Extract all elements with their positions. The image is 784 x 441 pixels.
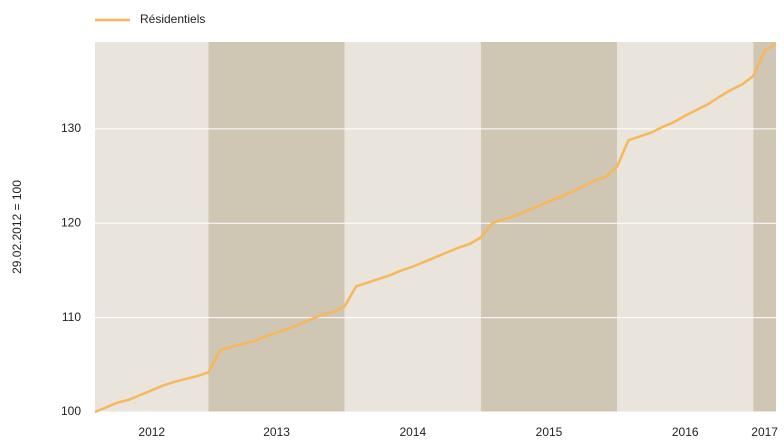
year-band xyxy=(208,42,345,412)
legend-label: Résidentiels xyxy=(140,12,205,26)
year-band xyxy=(617,42,754,412)
y-tick-label: 110 xyxy=(62,310,81,324)
y-tick-label: 130 xyxy=(61,121,81,135)
year-band xyxy=(344,42,481,412)
y-tick-label: 120 xyxy=(61,215,81,229)
line-series xyxy=(94,42,777,414)
x-tick-label: 2017 xyxy=(751,425,778,439)
year-band xyxy=(95,42,209,412)
x-tick-label: 2016 xyxy=(672,425,699,439)
x-tick-label: 2014 xyxy=(399,425,426,439)
x-tick-label: 2013 xyxy=(263,425,290,439)
year-band xyxy=(480,42,618,412)
y-axis-label: 29.02.2012 = 100 xyxy=(10,180,24,274)
x-tick-label: 2012 xyxy=(138,425,165,439)
x-tick-label: 2015 xyxy=(536,425,563,439)
y-tick-label: 100 xyxy=(61,404,81,418)
year-band xyxy=(753,42,776,412)
